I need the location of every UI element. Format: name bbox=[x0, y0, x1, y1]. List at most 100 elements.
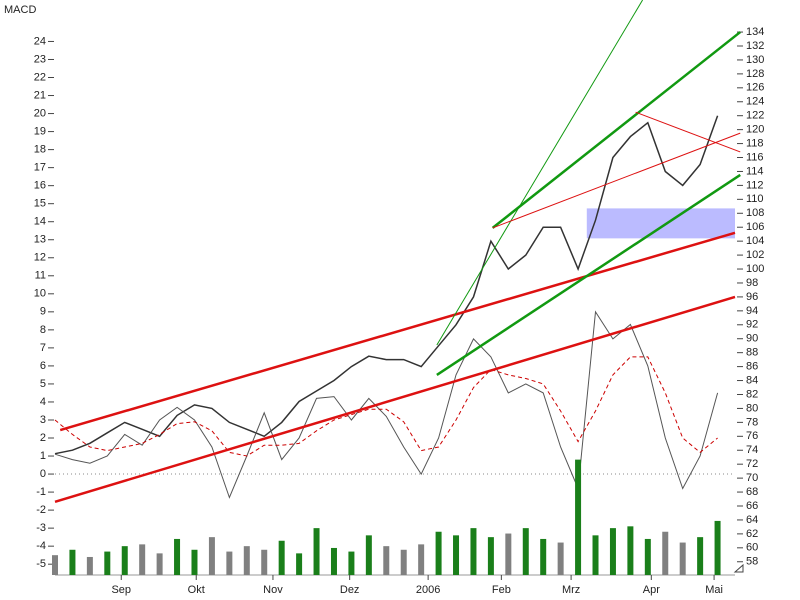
volume-bar bbox=[330, 547, 337, 575]
y2-tick-label: 102 bbox=[746, 249, 764, 261]
y-tick-label: 22 bbox=[34, 71, 46, 83]
y2-tick-label: 114 bbox=[746, 165, 764, 177]
volume-bar bbox=[522, 528, 529, 575]
y-tick-label: 21 bbox=[34, 89, 46, 101]
y2-tick-label: 90 bbox=[746, 333, 758, 345]
volume-bar bbox=[69, 549, 76, 575]
volume-bar bbox=[697, 537, 704, 575]
y2-tick-label: 112 bbox=[746, 179, 764, 191]
volume-bar bbox=[226, 551, 233, 575]
y2-tick-label: 78 bbox=[746, 416, 758, 428]
y-tick-label: -2 bbox=[36, 504, 46, 516]
y2-tick-label: 118 bbox=[746, 137, 764, 149]
volume-bar bbox=[86, 556, 93, 575]
trend-line bbox=[54, 295, 736, 504]
volume-bar bbox=[470, 528, 477, 575]
y-tick-label: 20 bbox=[34, 107, 46, 119]
volume-bar bbox=[487, 537, 494, 575]
y-tick-label: 5 bbox=[40, 378, 46, 390]
series-line bbox=[54, 310, 719, 499]
volume-bar bbox=[453, 535, 460, 575]
volume-bar bbox=[714, 520, 721, 575]
y2-tick-label: 122 bbox=[746, 110, 764, 122]
x-tick-label: Nov bbox=[263, 584, 283, 596]
y-tick-label: 24 bbox=[34, 35, 46, 47]
y2-tick-label: 72 bbox=[746, 458, 758, 470]
x-tick-label: Mai bbox=[705, 584, 723, 596]
y-tick-label: 8 bbox=[40, 324, 46, 336]
volume-bar bbox=[540, 538, 547, 575]
x-tick-label: Sep bbox=[111, 584, 131, 596]
y-tick-label: 9 bbox=[40, 306, 46, 318]
volume-bar bbox=[348, 551, 355, 575]
y2-tick-label: 82 bbox=[746, 388, 758, 400]
series-line bbox=[54, 115, 719, 455]
y2-tick-label: 110 bbox=[746, 193, 764, 205]
y-tick-label: 3 bbox=[40, 414, 46, 426]
y2-tick-label: 68 bbox=[746, 486, 758, 498]
y2-tick-label: 132 bbox=[746, 40, 764, 52]
volume-bar bbox=[505, 533, 512, 575]
y2-tick-label: 104 bbox=[746, 235, 764, 247]
volume-bar bbox=[278, 540, 285, 575]
volume-bar bbox=[400, 549, 407, 575]
y-tick-label: 6 bbox=[40, 360, 46, 372]
y-tick-label: 16 bbox=[34, 180, 46, 192]
x-tick-label: Feb bbox=[492, 584, 511, 596]
volume-bar bbox=[261, 549, 268, 575]
y-tick-label: 18 bbox=[34, 144, 46, 156]
y-tick-label: 2 bbox=[40, 432, 46, 444]
volume-bar bbox=[557, 542, 564, 575]
y2-tick-label: 116 bbox=[746, 151, 764, 163]
y-tick-label: 7 bbox=[40, 342, 46, 354]
volume-bar bbox=[435, 531, 442, 575]
trend-line bbox=[59, 231, 736, 432]
y2-tick-label: 84 bbox=[746, 374, 758, 386]
y-tick-label: 14 bbox=[34, 216, 46, 228]
volume-bar bbox=[52, 555, 58, 575]
volume-bar bbox=[592, 535, 599, 575]
y2-tick-label: 124 bbox=[746, 96, 764, 108]
y-tick-label: -5 bbox=[36, 558, 46, 570]
x-tick-label: Okt bbox=[188, 584, 205, 596]
y-tick-label: 11 bbox=[35, 270, 46, 282]
y2-tick-label: 86 bbox=[746, 361, 758, 373]
y-tick-label: 17 bbox=[34, 162, 46, 174]
volume-bar bbox=[139, 544, 146, 575]
y-tick-label: 1 bbox=[40, 450, 46, 462]
y2-tick-label: 128 bbox=[746, 68, 764, 80]
y2-tick-label: 64 bbox=[746, 514, 758, 526]
zone-box bbox=[586, 208, 735, 239]
y-tick-label: 10 bbox=[34, 288, 46, 300]
volume-bar bbox=[243, 546, 250, 575]
volume-bar bbox=[191, 549, 198, 575]
y-tick-label: 4 bbox=[40, 396, 46, 408]
y2-tick-label: 66 bbox=[746, 500, 758, 512]
y2-tick-label: 98 bbox=[746, 277, 758, 289]
y2-tick-label: 106 bbox=[746, 221, 764, 233]
y-tick-label: 23 bbox=[34, 53, 46, 65]
volume-bar bbox=[627, 526, 634, 575]
y2-tick-label: 134 bbox=[746, 26, 764, 38]
series-line bbox=[54, 356, 718, 457]
corner-icon bbox=[733, 563, 744, 573]
y2-tick-label: 70 bbox=[746, 472, 758, 484]
y2-tick-label: 96 bbox=[746, 291, 758, 303]
trend-line bbox=[436, 0, 644, 346]
volume-bar bbox=[365, 535, 372, 575]
y2-tick-label: 108 bbox=[746, 207, 764, 219]
x-tick-label: Apr bbox=[643, 584, 660, 596]
volume-bar bbox=[121, 546, 128, 575]
y2-tick-label: 58 bbox=[746, 556, 758, 568]
y2-tick-label: 126 bbox=[746, 82, 764, 94]
y-tick-label: 19 bbox=[34, 125, 46, 137]
volume-bar bbox=[104, 551, 111, 575]
y2-tick-label: 88 bbox=[746, 347, 758, 359]
y2-tick-label: 80 bbox=[746, 402, 758, 414]
volume-bar bbox=[644, 538, 651, 575]
y2-tick-label: 76 bbox=[746, 430, 758, 442]
x-tick-label: Dez bbox=[340, 584, 360, 596]
volume-bar bbox=[662, 531, 669, 575]
volume-bar bbox=[609, 528, 616, 575]
